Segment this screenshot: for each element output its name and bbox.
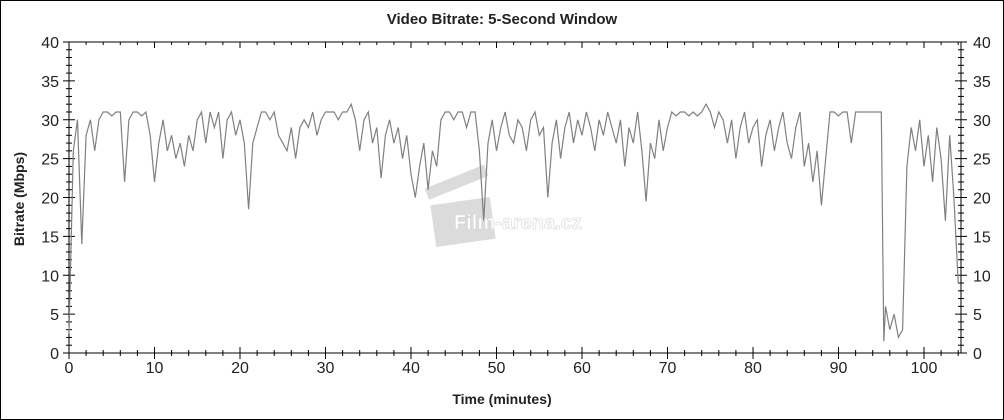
watermark-clapper-icon xyxy=(430,197,496,247)
y-tick-label-right: 15 xyxy=(973,229,991,246)
y-tick-label: 30 xyxy=(41,113,59,130)
y-tick-label: 40 xyxy=(41,35,59,52)
y-tick-label-right: 30 xyxy=(973,113,991,130)
x-tick-label: 60 xyxy=(573,360,591,377)
y-tick-label: 0 xyxy=(50,346,59,363)
x-tick-label: 90 xyxy=(830,360,848,377)
y-tick-label-right: 35 xyxy=(973,74,991,91)
y-tick-label: 20 xyxy=(41,191,59,208)
x-tick-label: 0 xyxy=(65,360,74,377)
y-tick-label: 10 xyxy=(41,268,59,285)
x-tick-label: 50 xyxy=(488,360,506,377)
watermark-text: Film-arena.cz xyxy=(454,212,582,234)
y-tick-label-right: 40 xyxy=(973,35,991,52)
y-tick-label: 15 xyxy=(41,229,59,246)
y-tick-label: 35 xyxy=(41,74,59,91)
y-tick-label-right: 25 xyxy=(973,152,991,169)
watermark-clapper-top xyxy=(424,164,489,200)
y-tick-label-right: 10 xyxy=(973,268,991,285)
y-tick-label: 25 xyxy=(41,152,59,169)
x-tick-label: 10 xyxy=(146,360,164,377)
y-tick-label-right: 5 xyxy=(973,307,982,324)
x-tick-label: 30 xyxy=(317,360,335,377)
x-tick-label: 40 xyxy=(402,360,420,377)
y-tick-label-right: 0 xyxy=(973,346,982,363)
y-tick-label-right: 20 xyxy=(973,191,991,208)
chart-title: Video Bitrate: 5-Second Window xyxy=(386,11,618,28)
x-tick-label: 70 xyxy=(659,360,677,377)
y-tick-label: 5 xyxy=(50,307,59,324)
bitrate-line xyxy=(68,102,959,342)
x-tick-label: 20 xyxy=(231,360,249,377)
x-tick-label: 80 xyxy=(744,360,762,377)
x-axis-label: Time (minutes) xyxy=(452,391,552,407)
x-tick-label: 100 xyxy=(911,360,938,377)
watermark-logo: Film-arena.cz xyxy=(424,164,582,247)
